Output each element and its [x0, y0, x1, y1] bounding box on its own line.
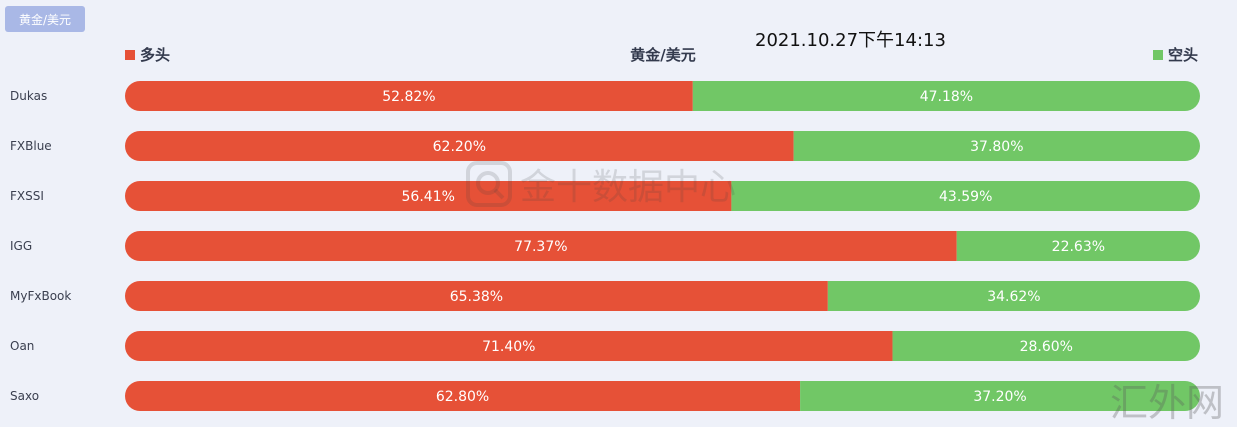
bar-long — [125, 281, 828, 311]
bar-long — [125, 181, 732, 211]
data-label-long: 52.82% — [382, 89, 435, 105]
legend-long-label: 多头 — [140, 46, 171, 64]
category-label: FXSSI — [10, 189, 44, 203]
bar-long — [125, 131, 794, 161]
data-label-short: 22.63% — [1052, 239, 1105, 255]
bar-short — [892, 331, 1200, 361]
bar-short — [692, 81, 1200, 111]
legend-long: 多头 — [125, 44, 170, 65]
data-label-short: 34.62% — [987, 289, 1040, 305]
data-label-long: 77.37% — [514, 239, 567, 255]
corner-watermark: 汇外网 — [1110, 381, 1225, 425]
legend-short: 空头 — [1153, 44, 1198, 65]
legend-short-swatch — [1153, 49, 1163, 60]
bar-short — [731, 181, 1200, 211]
data-label-long: 65.38% — [450, 289, 503, 305]
bar-long — [125, 381, 801, 411]
legend-long-swatch — [125, 49, 135, 60]
bar-row — [125, 131, 1200, 161]
legend-short-label: 空头 — [1168, 46, 1199, 64]
chart-title: 黄金/美元 — [630, 46, 696, 64]
category-label: Saxo — [10, 389, 40, 403]
category-label: FXBlue — [10, 139, 52, 153]
category-label: MyFxBook — [10, 289, 72, 303]
watermark-text: 金十数据中心 — [520, 167, 737, 208]
data-label-short: 28.60% — [1020, 339, 1073, 355]
data-label-short: 37.80% — [970, 139, 1023, 155]
bar-row — [125, 181, 1200, 211]
timestamp: 2021.10.27下午14:13 — [755, 30, 946, 51]
bar-short — [956, 231, 1200, 261]
bar-long — [125, 331, 893, 361]
data-label-long: 56.41% — [402, 189, 455, 205]
bar-row — [125, 381, 1200, 411]
data-label-long: 62.20% — [433, 139, 486, 155]
bar-row — [125, 281, 1200, 311]
bar-short — [800, 381, 1200, 411]
data-label-short: 37.20% — [973, 389, 1026, 405]
data-label-short: 47.18% — [920, 89, 973, 105]
bar-row — [125, 81, 1200, 111]
symbol-tag[interactable]: 黄金/美元 — [5, 6, 85, 32]
category-label: Oan — [10, 339, 35, 353]
watermark: 金十数据中心 — [466, 158, 736, 210]
category-label: IGG — [10, 239, 33, 253]
data-label-short: 43.59% — [939, 189, 992, 205]
watermark-logo-icon — [466, 161, 512, 207]
data-label-long: 71.40% — [482, 339, 535, 355]
bar-long — [125, 231, 957, 261]
bar-long — [125, 81, 693, 111]
bar-row — [125, 331, 1200, 361]
bar-short — [793, 131, 1200, 161]
bar-row — [125, 231, 1200, 261]
data-label-long: 62.80% — [436, 389, 489, 405]
category-label: Dukas — [10, 89, 48, 103]
bar-short — [827, 281, 1200, 311]
